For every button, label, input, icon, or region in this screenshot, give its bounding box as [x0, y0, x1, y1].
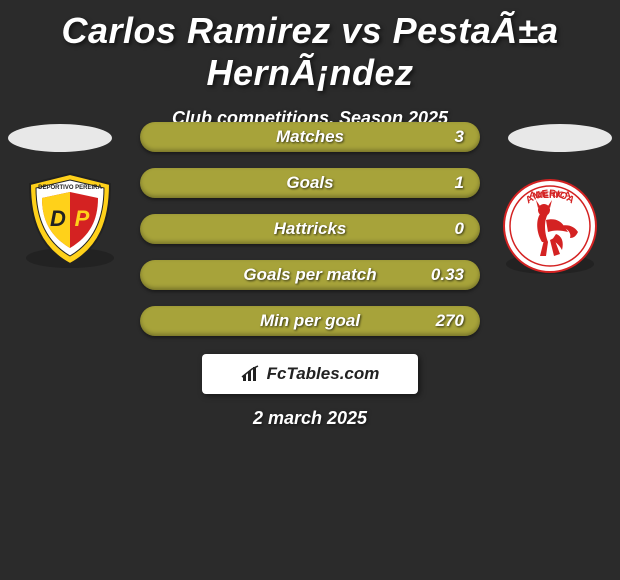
badge-left-text: DEPORTIVO PEREIRA — [38, 185, 102, 191]
date-label: 2 march 2025 — [0, 408, 620, 429]
team-badge-right: AMERICA AMERICA — [500, 176, 600, 276]
team-badge-left: DEPORTIVO PEREIRA D P — [20, 170, 120, 270]
stat-value: 270 — [436, 311, 464, 331]
stat-value: 0.33 — [431, 265, 464, 285]
stat-row-hattricks: Hattricks 0 — [140, 214, 480, 244]
deportivo-pereira-logo-icon: DEPORTIVO PEREIRA D P — [20, 170, 120, 270]
stat-label: Matches — [276, 127, 344, 147]
page-title: Carlos Ramirez vs PestaÃ±a HernÃ¡ndez — [0, 0, 620, 94]
svg-text:P: P — [75, 206, 90, 231]
badge-right-text: AMERICA — [529, 190, 571, 200]
stat-value: 0 — [455, 219, 464, 239]
stat-label: Goals — [286, 173, 333, 193]
stat-label: Min per goal — [260, 311, 360, 331]
fctables-brand: FcTables.com — [202, 354, 418, 394]
svg-text:D: D — [50, 206, 66, 231]
right-ellipse-decoration — [508, 124, 612, 152]
brand-text: FcTables.com — [267, 364, 380, 384]
bar-chart-icon — [241, 365, 263, 383]
stat-row-min-per-goal: Min per goal 270 — [140, 306, 480, 336]
stat-value: 3 — [455, 127, 464, 147]
stat-row-matches: Matches 3 — [140, 122, 480, 152]
stats-container: Matches 3 Goals 1 Hattricks 0 Goals per … — [140, 122, 480, 352]
stat-row-goals-per-match: Goals per match 0.33 — [140, 260, 480, 290]
stat-label: Hattricks — [274, 219, 347, 239]
america-logo-icon: AMERICA AMERICA — [500, 176, 600, 276]
left-ellipse-decoration — [8, 124, 112, 152]
stat-value: 1 — [455, 173, 464, 193]
stat-label: Goals per match — [243, 265, 376, 285]
stat-row-goals: Goals 1 — [140, 168, 480, 198]
